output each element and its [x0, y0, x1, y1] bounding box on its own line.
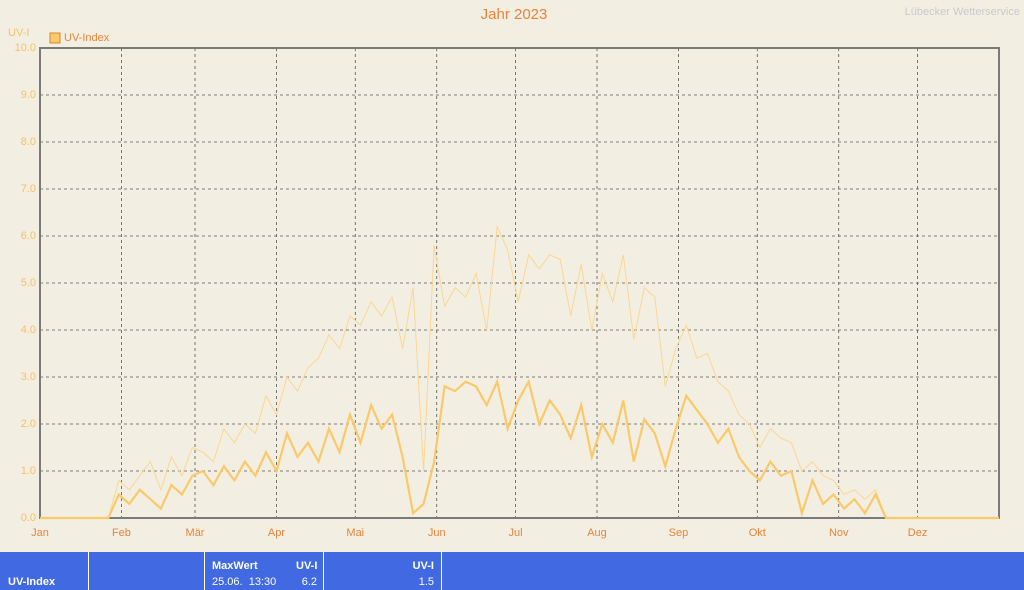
- y-tick-label: 1.0: [21, 465, 36, 477]
- separator: [323, 552, 324, 590]
- plot-frame: [39, 47, 1000, 519]
- x-tick-label: Aug: [587, 527, 607, 539]
- x-tick-label: Jan: [31, 527, 49, 539]
- row-label: UV-Index: [8, 576, 56, 588]
- y-tick-label: 5.0: [21, 277, 36, 289]
- x-tick-label: Mär: [186, 527, 205, 539]
- chart: Jahr 2023 Lübecker Wetterservice UV-I 0.…: [8, 6, 1020, 539]
- header: UV-I: [296, 560, 318, 572]
- chart-title: Jahr 2023: [481, 6, 548, 23]
- y-axis-label: UV-I: [8, 27, 29, 39]
- y-tick-label: 9.0: [21, 89, 36, 101]
- y-tick-label: 4.0: [21, 324, 36, 336]
- cell: 25.06. 13:30: [212, 576, 277, 588]
- x-tick-label: Dez: [908, 527, 928, 539]
- y-tick-label: 6.0: [21, 230, 36, 242]
- cell: 1.5: [418, 576, 434, 588]
- x-tick-label: Feb: [112, 527, 131, 539]
- cell: 6.2: [301, 576, 317, 588]
- x-tick-label: Nov: [829, 527, 849, 539]
- x-tick-label: Jul: [509, 527, 523, 539]
- x-tick-label: Mai: [346, 527, 364, 539]
- data-line: [40, 224, 999, 519]
- x-tick-label: Apr: [268, 527, 285, 539]
- y-tick-label: 8.0: [21, 136, 36, 148]
- header: UV-I: [412, 560, 434, 572]
- y-tick-label: 0.0: [21, 512, 36, 524]
- header: MaxWert: [212, 560, 258, 572]
- watermark: Lübecker Wetterservice: [905, 6, 1020, 18]
- y-tick-label: 3.0: [21, 371, 36, 383]
- legend-label: UV-Index: [64, 32, 110, 44]
- separator: [441, 552, 442, 590]
- data-line: [40, 378, 999, 520]
- y-tick-label: 7.0: [21, 183, 36, 195]
- x-tick-label: Sep: [669, 527, 689, 539]
- summary-table: UV-Index MaxWert UV-I 25.06. 13:30 6.2 U…: [0, 552, 1024, 590]
- separator: [204, 552, 205, 590]
- y-tick-label: 2.0: [21, 418, 36, 430]
- legend-swatch: [49, 32, 61, 44]
- y-tick-label: 10.0: [15, 42, 36, 54]
- x-tick-label: Jun: [428, 527, 446, 539]
- x-tick-label: Okt: [749, 527, 766, 539]
- separator: [88, 552, 89, 590]
